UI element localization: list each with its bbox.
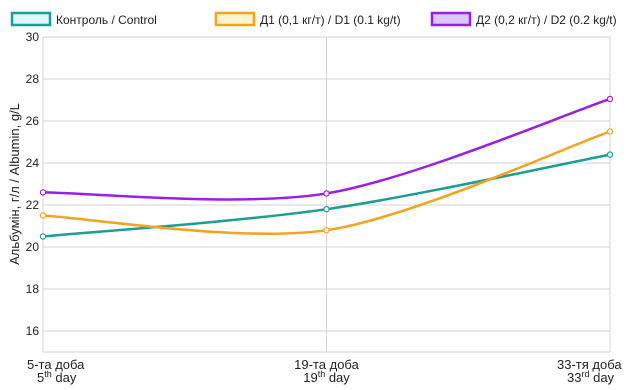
legend-label-3: Д2 (0,2 кг/т) / D2 (0.2 kg/t) [476,13,617,27]
y-tick-label: 28 [26,72,40,86]
series-point-3 [39,189,47,196]
x-tick-sublabel: 5th day [37,369,77,385]
series-group [39,95,614,240]
x-tick-label: 5-та доба [27,357,85,372]
series-point-2 [39,212,47,219]
y-axis-label: Альбумін, г/л / Albumin, g/L [7,103,22,265]
series-point-3 [606,95,614,103]
y-tick-label: 30 [26,30,40,44]
grid [42,36,611,353]
series-point-1 [39,233,47,240]
legend-swatch-2 [214,11,256,27]
y-tick-label: 20 [26,240,40,254]
y-tick-label: 18 [26,282,40,296]
x-tick-sublabel: 19th day [303,369,350,385]
series-point-1 [323,205,330,213]
y-tick-label: 22 [26,198,40,212]
y-tick-label: 24 [26,156,40,170]
legend-swatch-3 [430,11,472,27]
series-point-2 [606,128,614,135]
x-tick-label: 19-та доба [294,357,359,372]
legend-swatch-1 [10,11,52,27]
series-point-3 [323,190,330,197]
y-tick-label: 26 [26,114,40,128]
series-point-2 [323,226,330,234]
x-tick-sublabel: 33rd day [567,369,615,385]
y-axis-ticks: 16 18 20 22 24 26 28 30 [26,30,40,338]
x-tick-label: 33-тя доба [557,357,622,372]
legend-label-2: Д1 (0,1 кг/т) / D1 (0.1 kg/t) [260,13,401,27]
legend: Контроль / Control Д1 (0,1 кг/т) / D1 (0.… [10,11,617,27]
legend-label-1: Контроль / Control [56,13,157,27]
series-point-1 [606,151,614,158]
y-tick-label: 16 [26,324,40,338]
